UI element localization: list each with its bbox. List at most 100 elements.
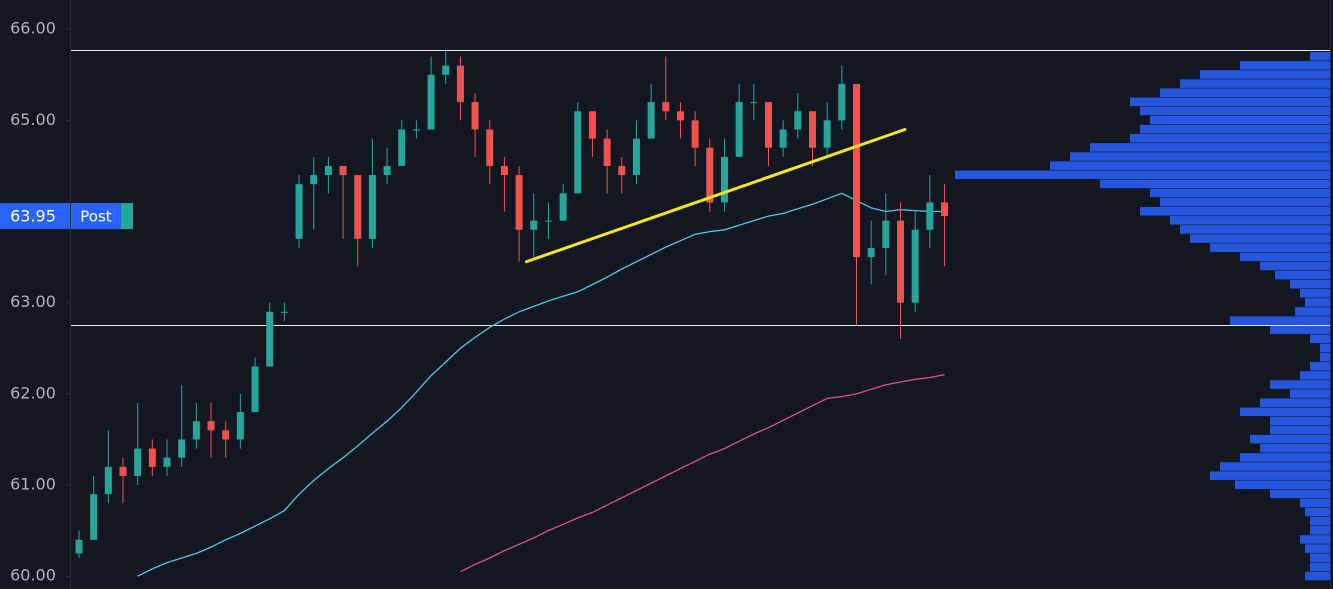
- volume-profile-bar: [1305, 298, 1330, 307]
- volume-profile-bar: [1300, 289, 1330, 298]
- candle-body: [148, 448, 156, 467]
- candle-body: [222, 430, 230, 440]
- candle-body: [486, 129, 494, 166]
- volume-profile-bar: [1240, 61, 1330, 70]
- candle-body: [911, 229, 919, 303]
- volume-profile-bar: [1270, 489, 1330, 499]
- volume-profile-bar: [1240, 453, 1330, 462]
- volume-profile-bar: [1320, 352, 1330, 362]
- candle-body: [280, 311, 288, 313]
- candle-body: [559, 193, 567, 221]
- candle-body: [941, 202, 949, 217]
- price-tag: [0, 203, 70, 230]
- candle-body: [442, 65, 450, 75]
- volume-profile-bar: [1295, 307, 1330, 316]
- volume-profile-bar: [1200, 70, 1330, 79]
- candle-body: [691, 120, 699, 148]
- candle-body: [809, 111, 816, 148]
- candle-body: [662, 102, 670, 112]
- volume-profile-bar: [1270, 325, 1330, 335]
- candle-body: [588, 111, 596, 139]
- volume-profile-bar: [1310, 51, 1330, 61]
- volume-profile-bar: [1130, 97, 1330, 107]
- volume-profile-bar: [1300, 498, 1330, 508]
- candle-body: [75, 539, 83, 554]
- candle-body: [867, 248, 875, 258]
- volume-profile-bar: [1235, 480, 1330, 490]
- volume-profile-bar: [1260, 261, 1330, 271]
- volume-profile-bar: [1320, 343, 1330, 353]
- candle-body: [706, 147, 714, 203]
- trendline: [524, 127, 907, 264]
- volume-profile-bar: [955, 170, 1330, 180]
- volume-profile-bar: [1270, 380, 1330, 389]
- volume-profile-bar: [1140, 124, 1330, 134]
- candle-body: [427, 74, 435, 130]
- volume-profile-bar: [1220, 462, 1330, 471]
- volume-profile-bar: [1310, 361, 1330, 371]
- volume-profile-bar: [1070, 152, 1330, 161]
- candle-body: [764, 102, 772, 148]
- volume-profile-bar: [1310, 562, 1330, 572]
- volume-profile-bar: [1170, 216, 1330, 225]
- candle-body: [236, 412, 244, 440]
- volume-profile-bar: [1090, 143, 1330, 152]
- y-tick-label: 65.00: [10, 110, 56, 129]
- candle-body: [134, 448, 142, 476]
- candle-body: [266, 311, 274, 367]
- session-tag: [71, 203, 121, 230]
- volume-profile-bar: [1305, 507, 1330, 517]
- candle-body: [574, 111, 582, 194]
- volume-profile-bar: [1260, 444, 1330, 453]
- candle-body: [897, 220, 905, 303]
- candle-body: [456, 65, 464, 103]
- candle-body: [544, 220, 552, 222]
- volume-profile-bar: [1160, 197, 1330, 207]
- candle-body: [647, 102, 655, 139]
- candle-body: [368, 175, 376, 239]
- candle-body: [310, 175, 318, 185]
- candle-body: [471, 102, 479, 130]
- candle-body: [90, 494, 98, 540]
- volume-profile-bar: [1310, 516, 1330, 526]
- candle-body: [500, 165, 508, 176]
- y-tick-label: 61.00: [10, 475, 56, 494]
- candle-body: [515, 175, 523, 230]
- candle-body: [412, 129, 420, 131]
- candle-body: [119, 466, 127, 476]
- volume-profile-bar: [1275, 270, 1330, 280]
- candle-body: [882, 220, 890, 248]
- volume-profile-bar: [1130, 134, 1330, 143]
- volume-profile-bar: [1230, 316, 1330, 325]
- volume-profile-bar: [1210, 243, 1330, 252]
- volume-profile-bar: [1190, 234, 1330, 243]
- volume-profile-bar: [1305, 571, 1330, 581]
- candle-body: [163, 457, 171, 467]
- candle-body: [750, 102, 758, 104]
- volume-profile-bar: [1240, 252, 1330, 262]
- price-label: 63.95: [10, 207, 56, 226]
- candle-body: [823, 120, 831, 148]
- candle-body: [720, 156, 728, 203]
- candle-body: [632, 138, 640, 176]
- candle-body: [794, 111, 802, 130]
- volume-profile-bar: [1270, 416, 1330, 426]
- volume-profile-bar: [1290, 279, 1330, 289]
- candle-body: [354, 175, 362, 239]
- volume-profile-bar: [1290, 389, 1330, 398]
- candle-body: [618, 165, 626, 176]
- moving-average-line: [137, 192, 945, 577]
- volume-profile-bar: [1150, 188, 1330, 198]
- moving-average-line: [460, 374, 945, 573]
- candle-body: [779, 129, 787, 148]
- y-tick-label: 66.00: [10, 19, 56, 38]
- candle-body: [676, 111, 684, 121]
- volume-profile-bar: [1250, 434, 1330, 444]
- candle-body: [251, 366, 259, 413]
- candle-body: [178, 439, 186, 458]
- volume-profile-bar: [1150, 115, 1330, 125]
- volume-profile-bar: [1310, 526, 1330, 535]
- volume-profile-bar: [1310, 334, 1330, 344]
- candle-body: [853, 83, 861, 258]
